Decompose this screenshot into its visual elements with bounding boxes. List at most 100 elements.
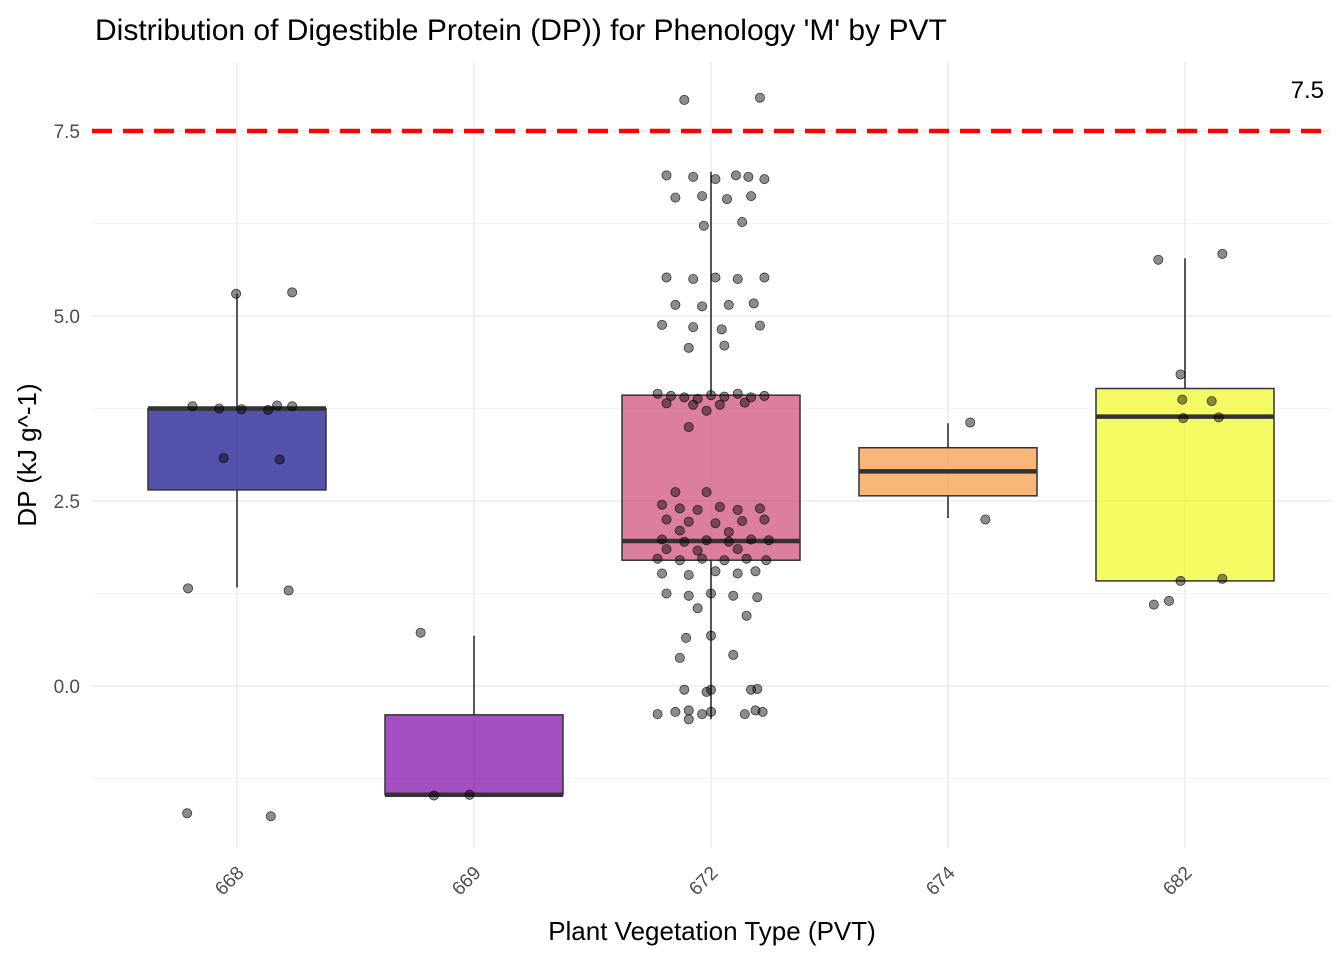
data-point xyxy=(657,534,668,545)
data-point xyxy=(759,514,770,525)
data-point xyxy=(670,299,681,310)
data-point xyxy=(714,501,725,512)
data-point xyxy=(683,705,694,716)
data-point xyxy=(1213,412,1224,423)
y-tick-label: 5.0 xyxy=(54,307,80,328)
y-tick-label: 0.0 xyxy=(54,677,80,698)
data-point xyxy=(710,566,721,577)
data-point xyxy=(183,583,194,594)
data-point xyxy=(263,404,274,415)
data-point xyxy=(657,568,668,579)
data-point xyxy=(661,514,672,525)
x-tick-label: 674 xyxy=(922,862,960,900)
box-body xyxy=(621,394,801,561)
data-point xyxy=(732,568,743,579)
box-668 xyxy=(147,293,327,588)
data-point xyxy=(697,191,708,202)
data-point xyxy=(674,652,685,663)
data-point xyxy=(683,342,694,353)
data-point xyxy=(748,298,759,309)
y-tick-label: 2.5 xyxy=(54,492,80,513)
data-point xyxy=(728,649,739,660)
data-point xyxy=(679,392,690,403)
data-point xyxy=(1163,595,1174,606)
data-point xyxy=(683,714,694,725)
x-tick-labels: 668 669 672 674 682 xyxy=(211,862,1196,900)
data-point xyxy=(723,536,734,547)
data-point xyxy=(670,487,681,498)
x-tick-label: 682 xyxy=(1159,863,1196,900)
box-674 xyxy=(858,423,1038,519)
data-point xyxy=(980,514,991,525)
data-point xyxy=(719,340,730,351)
data-point xyxy=(730,170,741,181)
data-point xyxy=(710,174,721,185)
data-point xyxy=(283,585,294,596)
data-point xyxy=(231,288,242,299)
data-point xyxy=(1175,369,1186,380)
data-point xyxy=(754,92,765,103)
data-point xyxy=(679,684,690,695)
data-point xyxy=(652,709,663,720)
data-point xyxy=(657,499,668,510)
x-tick-label: 668 xyxy=(211,863,248,900)
data-point xyxy=(701,405,712,416)
data-point xyxy=(1153,254,1164,265)
data-point xyxy=(661,544,672,555)
data-point xyxy=(752,592,763,603)
data-point xyxy=(757,706,768,717)
x-axis-title: Plant Vegetation Type (PVT) xyxy=(548,916,876,946)
data-point xyxy=(688,273,699,284)
data-point xyxy=(688,322,699,333)
data-point xyxy=(701,487,712,498)
data-point xyxy=(737,515,748,526)
data-point xyxy=(683,516,694,527)
data-point xyxy=(739,397,750,408)
data-point xyxy=(723,527,734,538)
data-point xyxy=(428,790,439,801)
data-point xyxy=(763,535,774,546)
data-point xyxy=(737,217,748,228)
data-point xyxy=(732,504,743,515)
data-point xyxy=(714,399,725,410)
data-point xyxy=(274,454,285,465)
data-point xyxy=(719,555,730,566)
data-point xyxy=(698,220,709,231)
data-point xyxy=(741,610,752,621)
y-tick-label: 7.5 xyxy=(54,122,80,143)
y-axis-title: DP (kJ g^-1) xyxy=(12,383,42,526)
data-point xyxy=(697,301,708,312)
data-point xyxy=(732,544,743,555)
data-point xyxy=(741,553,752,564)
data-point xyxy=(722,194,733,205)
data-point xyxy=(716,324,727,335)
data-point xyxy=(706,706,717,717)
data-point xyxy=(287,287,298,298)
data-point xyxy=(236,404,247,415)
data-point xyxy=(688,399,699,410)
data-point xyxy=(692,545,703,556)
data-point xyxy=(710,272,721,283)
data-point xyxy=(679,94,690,105)
data-point xyxy=(750,566,761,577)
data-point xyxy=(688,171,699,182)
data-point xyxy=(657,319,668,330)
data-point xyxy=(683,590,694,601)
data-point xyxy=(464,789,475,800)
data-point xyxy=(665,390,676,401)
data-point xyxy=(1177,394,1188,405)
data-point xyxy=(719,391,730,402)
x-tick-label: 669 xyxy=(448,863,485,900)
data-point xyxy=(752,683,763,694)
data-point xyxy=(214,403,225,414)
data-point xyxy=(706,390,717,401)
data-point xyxy=(1206,396,1217,407)
data-point xyxy=(965,417,976,428)
data-point xyxy=(701,535,712,546)
data-point xyxy=(652,388,663,399)
points-layer xyxy=(182,92,1228,822)
data-point xyxy=(697,553,708,564)
data-point xyxy=(706,588,717,599)
data-point xyxy=(679,536,690,547)
data-point xyxy=(661,170,672,181)
